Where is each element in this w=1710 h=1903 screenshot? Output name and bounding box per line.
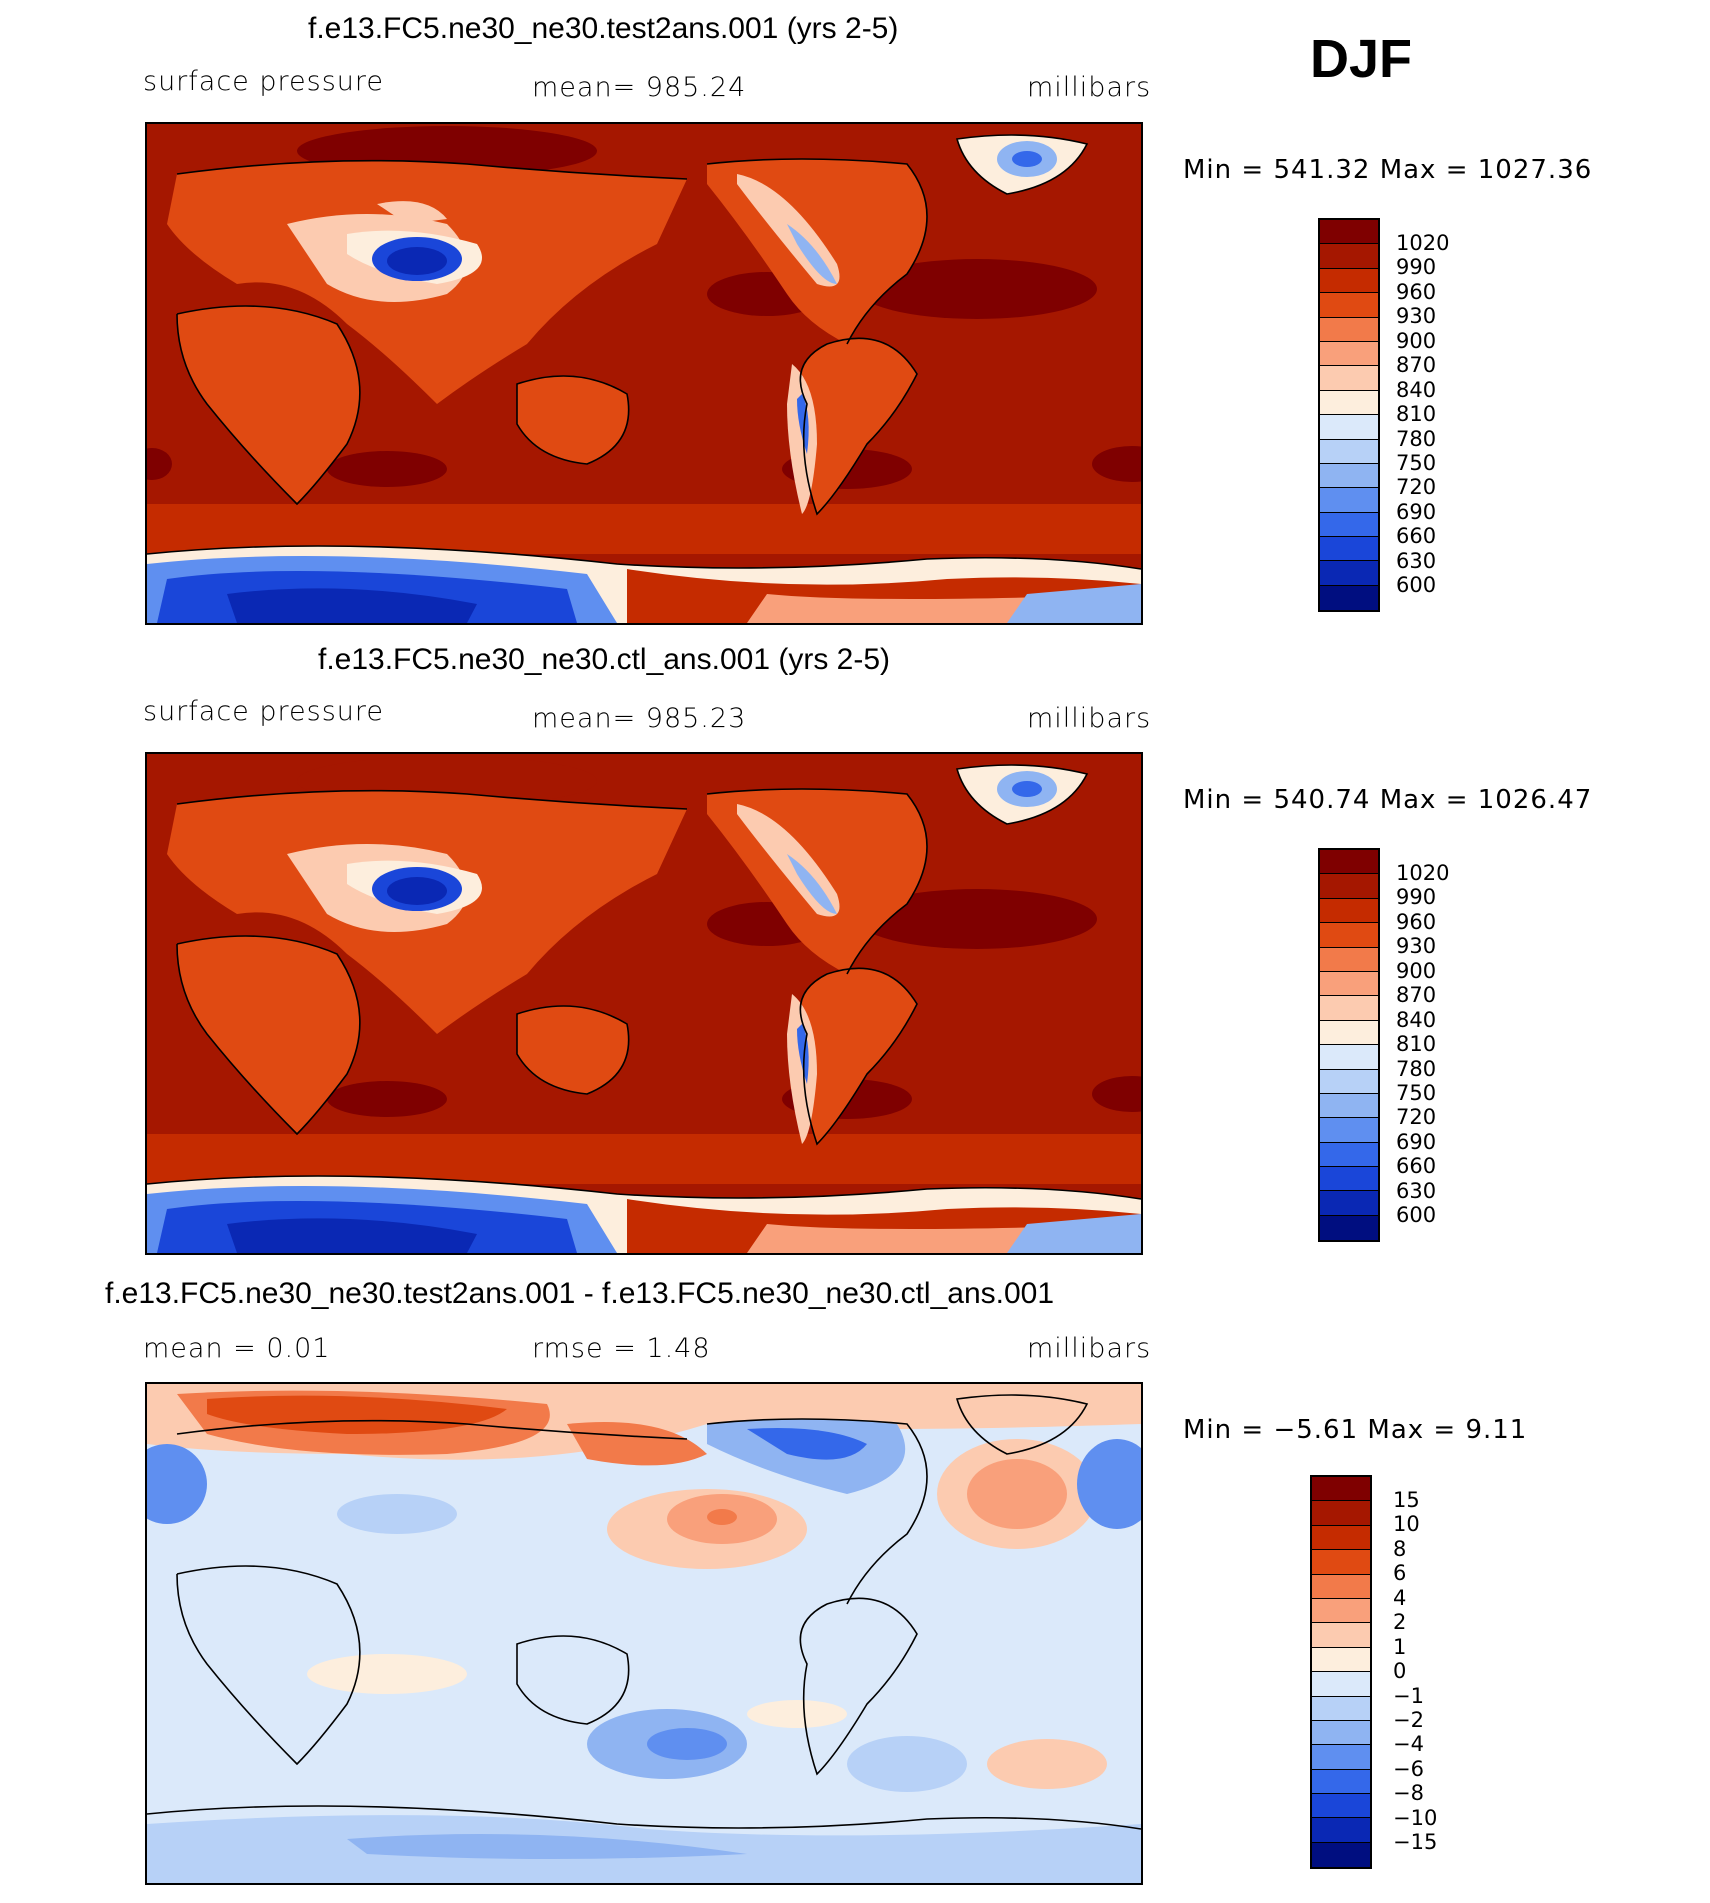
panel3-tick: 8 xyxy=(1393,1537,1407,1561)
panel3-tick: 10 xyxy=(1393,1512,1420,1536)
panel3-tick: −10 xyxy=(1393,1806,1438,1830)
panel1-tick: 870 xyxy=(1396,353,1437,377)
panel1-tick: 930 xyxy=(1396,304,1437,328)
panel1-tick: 660 xyxy=(1396,524,1437,548)
panel2-map xyxy=(145,752,1143,1255)
panel1-tick: 600 xyxy=(1396,573,1437,597)
panel3-tick: −15 xyxy=(1393,1830,1438,1854)
panel3-tick: 6 xyxy=(1393,1561,1407,1585)
panel3-tick: −6 xyxy=(1393,1757,1424,1781)
panel1-tick: 810 xyxy=(1396,402,1437,426)
panel3-tick: −1 xyxy=(1393,1684,1424,1708)
panel2-units: millibars xyxy=(1027,703,1152,734)
panel2-tick: 690 xyxy=(1396,1130,1437,1154)
panel2-tick: 600 xyxy=(1396,1203,1437,1227)
panel3-title: f.e13.FC5.ne30_ne30.test2ans.001 - f.e13… xyxy=(105,1277,1055,1310)
panel2-minmax: Min = 540.74 Max = 1026.47 xyxy=(1183,785,1593,815)
panel3-map xyxy=(145,1382,1143,1885)
season-label: DJF xyxy=(1310,29,1413,89)
panel3-tick: 2 xyxy=(1393,1610,1407,1634)
panel3-tick: 1 xyxy=(1393,1635,1407,1659)
panel2-tick: 870 xyxy=(1396,983,1437,1007)
panel3-minmax: Min = −5.61 Max = 9.11 xyxy=(1183,1415,1528,1445)
panel2-tick: 660 xyxy=(1396,1154,1437,1178)
panel2-tick: 990 xyxy=(1396,885,1437,909)
panel1-map xyxy=(145,122,1143,625)
panel1-units: millibars xyxy=(1027,72,1152,103)
panel3-units: millibars xyxy=(1027,1333,1152,1364)
panel3-tick: 4 xyxy=(1393,1586,1407,1610)
panel1-title: f.e13.FC5.ne30_ne30.test2ans.001 (yrs 2-… xyxy=(308,12,899,45)
panel2-tick: 780 xyxy=(1396,1057,1437,1081)
panel2-tick: 1020 xyxy=(1396,861,1450,885)
panel2-mean: mean= 985.23 xyxy=(532,703,747,734)
panel2-tick: 810 xyxy=(1396,1032,1437,1056)
panel2-tick: 720 xyxy=(1396,1105,1437,1129)
panel3-map-field xyxy=(147,1384,1141,1883)
panel3-mean: mean = 0.01 xyxy=(143,1333,331,1364)
panel2-title: f.e13.FC5.ne30_ne30.ctl_ans.001 (yrs 2-5… xyxy=(318,643,891,676)
panel2-map-field xyxy=(147,754,1141,1253)
panel1-tick: 690 xyxy=(1396,500,1437,524)
panel1-tick: 990 xyxy=(1396,255,1437,279)
panel2-tick: 930 xyxy=(1396,934,1437,958)
panel1-tick: 840 xyxy=(1396,378,1437,402)
panel3-rmse: rmse = 1.48 xyxy=(532,1333,711,1364)
panel3-tick: −2 xyxy=(1393,1708,1424,1732)
panel1-tick: 750 xyxy=(1396,451,1437,475)
panel1-tick: 630 xyxy=(1396,549,1437,573)
panel2-tick: 630 xyxy=(1396,1179,1437,1203)
panel2-tick: 900 xyxy=(1396,959,1437,983)
panel1-tick: 780 xyxy=(1396,427,1437,451)
panel1-mean: mean= 985.24 xyxy=(532,72,747,103)
panel1-tick: 900 xyxy=(1396,329,1437,353)
panel3-tick: −8 xyxy=(1393,1781,1424,1805)
panel2-colorbar xyxy=(1318,848,1380,1242)
panel2-tick: 960 xyxy=(1396,910,1437,934)
panel2-tick: 750 xyxy=(1396,1081,1437,1105)
panel1-tick: 960 xyxy=(1396,280,1437,304)
panel1-colorbar xyxy=(1318,218,1380,612)
panel1-tick: 1020 xyxy=(1396,231,1450,255)
panel1-tick: 720 xyxy=(1396,475,1437,499)
panel3-tick: −4 xyxy=(1393,1732,1424,1756)
panel2-variable: surface pressure xyxy=(143,696,384,727)
panel1-minmax: Min = 541.32 Max = 1027.36 xyxy=(1183,155,1593,185)
panel1-variable: surface pressure xyxy=(143,66,384,97)
panel3-tick: 15 xyxy=(1393,1488,1420,1512)
panel3-colorbar xyxy=(1310,1475,1372,1869)
panel3-tick: 0 xyxy=(1393,1659,1407,1683)
panel1-map-field xyxy=(147,124,1141,623)
panel2-tick: 840 xyxy=(1396,1008,1437,1032)
